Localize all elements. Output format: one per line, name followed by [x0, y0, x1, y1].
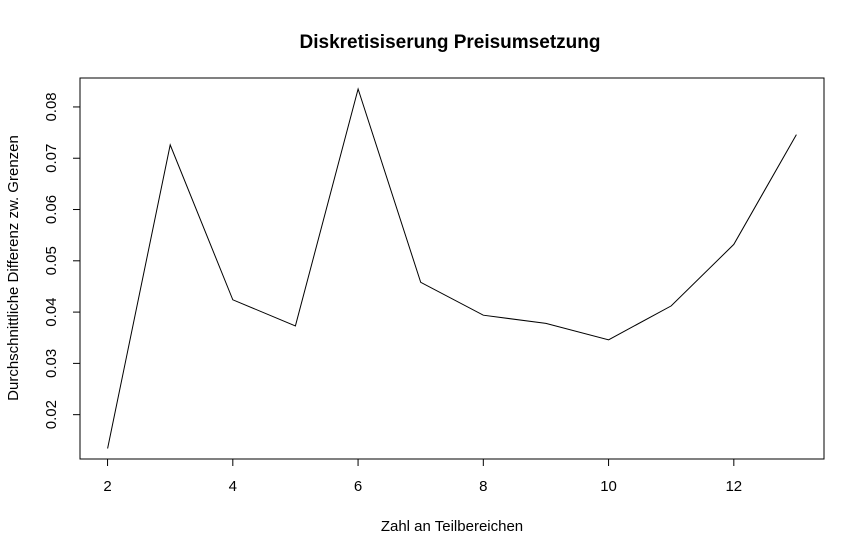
y-tick-label: 0.08: [43, 92, 60, 121]
x-tick-label: 10: [600, 478, 617, 495]
x-tick-label: 6: [354, 478, 362, 495]
series-line: [107, 87, 797, 449]
y-axis-label: Durchschnittliche Differenz zw. Grenzen: [5, 135, 22, 401]
x-axis-label: Zahl an Teilbereichen: [381, 518, 523, 535]
x-tick-label: 4: [229, 478, 237, 495]
chart-title: Diskretisiserung Preisumsetzung: [300, 32, 601, 53]
plot-frame: [79, 77, 825, 460]
y-tick-label: 0.07: [43, 144, 60, 173]
y-axis: 0.02 0.03 0.04 0.05 0.06 0.07 0.08: [43, 92, 81, 429]
x-axis: 2 4 6 8 10 12: [103, 458, 742, 495]
x-tick-label: 8: [479, 478, 487, 495]
y-tick-label: 0.06: [43, 195, 60, 224]
y-tick-label: 0.04: [43, 297, 60, 326]
x-tick-label: 12: [725, 478, 742, 495]
x-tick-label: 2: [103, 478, 111, 495]
y-tick-label: 0.05: [43, 246, 60, 275]
y-tick-label: 0.02: [43, 400, 60, 429]
y-tick-label: 0.03: [43, 349, 60, 378]
series-layer: [107, 87, 797, 449]
